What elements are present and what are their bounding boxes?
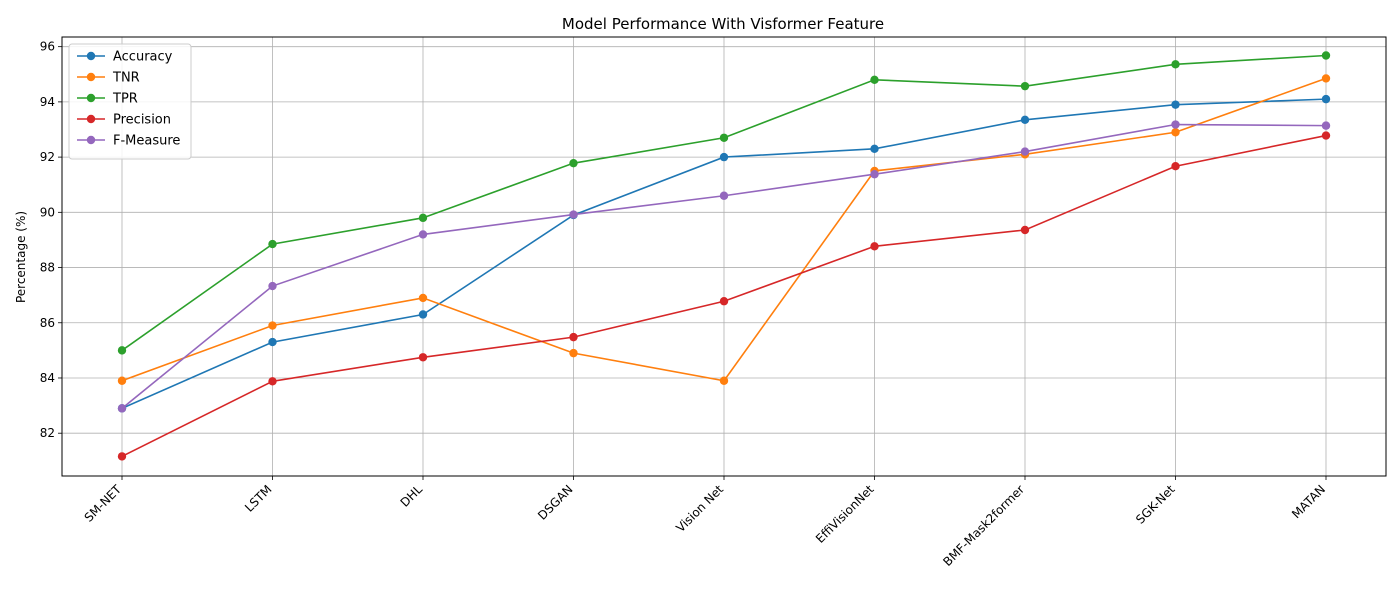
data-point [719,191,729,200]
data-point [117,376,127,385]
x-tick-label: DSGAN [535,482,576,523]
data-point [117,346,127,355]
data-point [1020,115,1030,125]
data-point [1321,51,1331,60]
y-tick-label: 88 [40,261,55,275]
x-tick-label: SGK-Net [1133,482,1178,527]
data-point [870,242,879,251]
data-point [418,353,428,362]
x-tick-label: SM-NET [82,482,125,525]
data-point [117,404,127,413]
y-tick-label: 84 [40,371,55,385]
series-tpr [117,51,1331,355]
legend-swatch-marker [86,72,96,82]
x-tick-label: MATAN [1289,482,1328,521]
data-point [870,170,879,179]
data-point [1171,100,1180,109]
legend: Accuracy TNR TPR Precision F-Measure [68,43,192,160]
data-point [719,152,729,162]
data-point [1020,225,1030,235]
data-point [1321,74,1331,83]
legend-item: TNR [77,71,140,86]
data-point [870,75,879,84]
data-point [1171,120,1180,129]
data-point [117,452,127,461]
y-tick-label: 86 [40,316,55,330]
data-point [1171,162,1180,171]
data-point [418,213,428,223]
data-point [1171,128,1180,137]
data-point [870,144,879,154]
legend-swatch-marker [86,114,96,124]
x-tick-label: EffiVisionNet [813,482,877,546]
legend-label: Precision [113,113,171,128]
legend-item: Accuracy [77,50,173,65]
data-point [268,321,277,330]
x-tick-label: BMF-Mask2former [940,482,1027,569]
data-point [1020,81,1030,91]
series-precision [117,131,1331,461]
data-point [418,230,428,239]
legend-frame [68,43,192,160]
data-point [268,377,277,386]
series-f-measure [117,120,1331,413]
legend-label: TNR [112,71,140,86]
data-point [1171,60,1180,69]
data-point [1321,94,1331,104]
y-axis: 82 84 86 88 90 92 94 96 [40,40,62,440]
data-point [569,348,578,358]
data-point [1020,147,1030,156]
y-axis-label: Percentage (%) [14,211,28,303]
data-point [719,297,729,306]
legend-swatch-marker [86,135,96,145]
y-tick-label: 82 [40,426,55,440]
x-tick-label: LSTM [242,482,275,515]
grid-lines [62,37,1386,476]
data-point [569,210,578,219]
data-point [719,376,729,385]
data-point [268,281,277,291]
data-point [268,337,277,347]
data-point [418,293,428,303]
y-tick-label: 92 [40,150,55,164]
data-point [569,158,578,168]
legend-label: TPR [112,92,138,107]
legend-item: TPR [77,92,138,107]
series-layer [117,51,1331,461]
legend-label: Accuracy [113,50,173,65]
legend-swatch-marker [86,93,96,103]
y-tick-label: 90 [40,205,55,219]
data-point [1321,121,1331,130]
y-tick-label: 94 [40,95,55,109]
legend-item: F-Measure [77,134,180,149]
chart-title: Model Performance With Visformer Feature [562,15,884,33]
data-point [1321,131,1331,140]
data-point [268,239,277,249]
x-axis: SM-NET LSTM DHL DSGAN Vision Net EffiVisionNe… [82,476,1328,569]
data-point [719,133,729,142]
x-tick-label: DHL [398,482,426,510]
y-tick-label: 96 [40,40,55,54]
data-point [569,332,578,342]
legend-item: Precision [77,113,171,128]
legend-swatch-marker [86,51,96,61]
data-point [418,310,428,319]
x-tick-label: Vision Net [673,482,726,535]
legend-label: F-Measure [113,134,180,149]
